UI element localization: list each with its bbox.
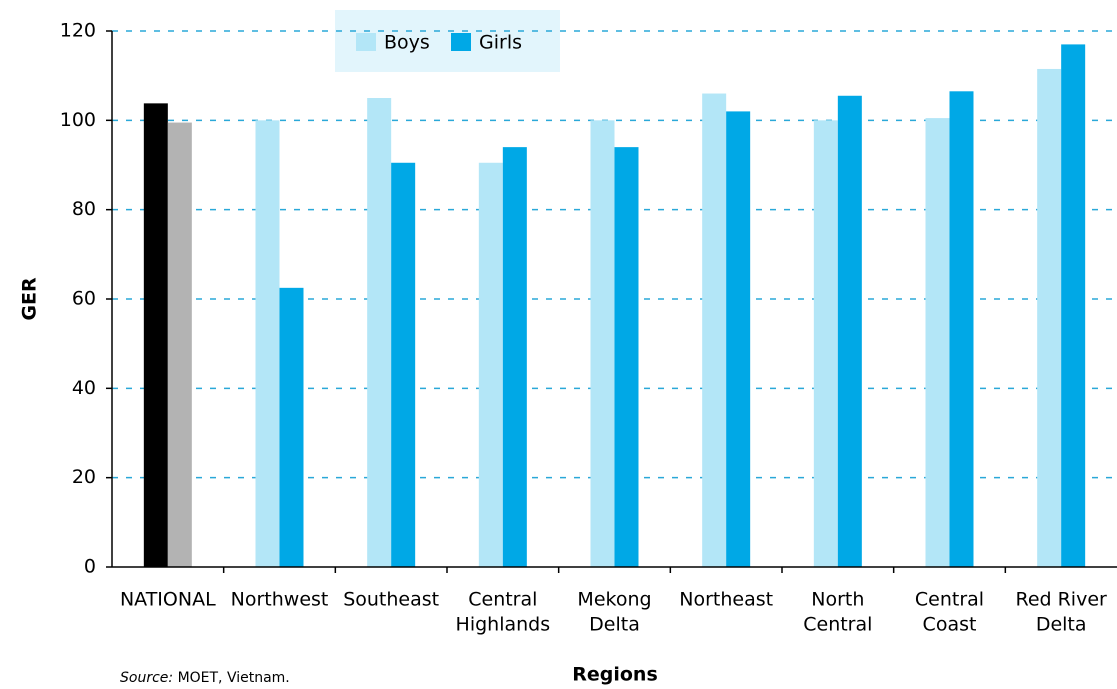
x-tick-label: Delta — [589, 614, 640, 636]
x-tick-label: North — [811, 589, 864, 611]
bar — [478, 162, 503, 567]
y-tick-label: 80 — [72, 198, 96, 220]
bar — [367, 98, 392, 567]
bar — [1061, 44, 1086, 567]
bar — [726, 111, 751, 568]
bar — [813, 120, 838, 567]
bar — [949, 91, 974, 568]
y-tick-label: 40 — [72, 377, 96, 399]
x-tick-label: Highlands — [456, 614, 551, 636]
y-tick-label: 20 — [72, 466, 96, 488]
y-tick-label: 0 — [84, 556, 96, 578]
x-tick-label: Red River — [1015, 589, 1107, 611]
bar — [167, 122, 192, 568]
x-tick-label: Northwest — [231, 589, 329, 611]
x-tick-label: Delta — [1036, 614, 1087, 636]
x-tick-label: Coast — [923, 614, 977, 636]
x-tick-label: Southeast — [343, 589, 439, 611]
x-tick-label: Central — [468, 589, 537, 611]
bar — [279, 287, 304, 567]
bar — [143, 103, 168, 568]
bar — [925, 118, 950, 567]
bar — [837, 95, 862, 568]
bar — [1037, 68, 1062, 567]
legend-label: Boys — [384, 32, 430, 54]
bar — [502, 147, 527, 567]
source: Source: MOET, Vietnam. — [120, 670, 290, 686]
y-axis-label: GER — [19, 277, 41, 321]
y-tick-label: 60 — [72, 288, 96, 310]
x-tick-label: Central — [803, 614, 872, 636]
x-tick-label: Northeast — [679, 589, 773, 611]
bar — [590, 120, 615, 567]
source-text: MOET, Vietnam. — [178, 670, 290, 686]
bar — [391, 162, 416, 567]
x-tick-label: Central — [915, 589, 984, 611]
bar — [702, 93, 727, 568]
bar — [614, 147, 639, 567]
source-label: Source: — [120, 670, 173, 686]
x-tick-label: Mekong — [577, 589, 651, 611]
legend-swatch — [356, 33, 376, 51]
x-axis-label: Regions — [572, 664, 658, 686]
legend-label: Girls — [479, 32, 522, 54]
x-tick-label: NATIONAL — [120, 589, 216, 611]
y-tick-label: 120 — [60, 20, 96, 42]
legend-swatch — [451, 33, 471, 51]
bar — [255, 120, 280, 567]
y-tick-label: 100 — [60, 109, 96, 131]
